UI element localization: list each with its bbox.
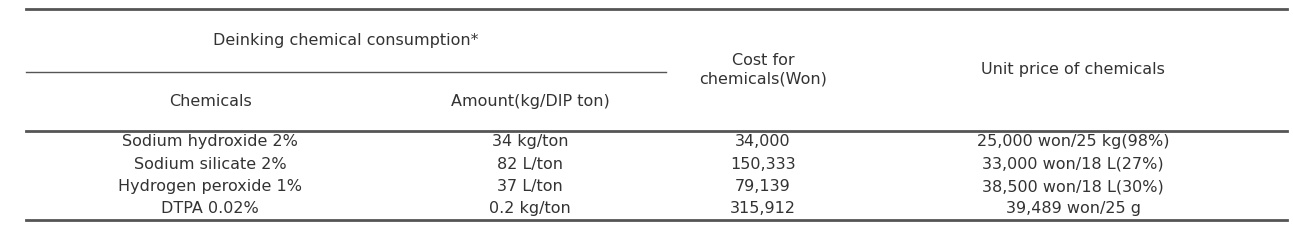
Text: Amount(kg/DIP ton): Amount(kg/DIP ton) [451,94,609,109]
Text: 315,912: 315,912 [729,202,796,217]
Text: 37 L/ton: 37 L/ton [498,179,562,194]
Text: Deinking chemical consumption*: Deinking chemical consumption* [213,33,478,48]
Text: 38,500 won/18 L(30%): 38,500 won/18 L(30%) [983,179,1164,194]
Text: 34,000: 34,000 [734,134,791,149]
Text: DTPA 0.02%: DTPA 0.02% [162,202,259,217]
Text: 150,333: 150,333 [731,157,795,172]
Text: Unit price of chemicals: Unit price of chemicals [981,62,1165,77]
Text: 34 kg/ton: 34 kg/ton [491,134,569,149]
Text: 33,000 won/18 L(27%): 33,000 won/18 L(27%) [983,157,1164,172]
Text: Sodium hydroxide 2%: Sodium hydroxide 2% [122,134,299,149]
Text: Chemicals: Chemicals [169,94,251,109]
Text: 0.2 kg/ton: 0.2 kg/ton [489,202,572,217]
Text: 82 L/ton: 82 L/ton [497,157,564,172]
Text: Cost for
chemicals(Won): Cost for chemicals(Won) [700,53,826,87]
Text: 39,489 won/25 g: 39,489 won/25 g [1006,202,1140,217]
Text: Sodium silicate 2%: Sodium silicate 2% [133,157,287,172]
Text: 79,139: 79,139 [734,179,791,194]
Text: Hydrogen peroxide 1%: Hydrogen peroxide 1% [118,179,303,194]
Text: 25,000 won/25 kg(98%): 25,000 won/25 kg(98%) [978,134,1169,149]
